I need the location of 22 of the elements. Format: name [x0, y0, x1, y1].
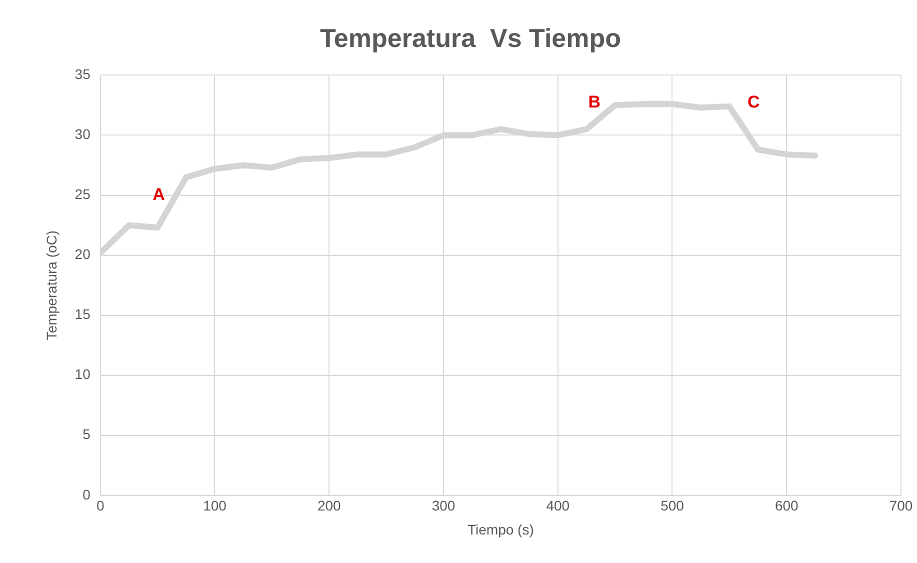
x-tick-label: 100 [203, 498, 227, 514]
y-tick-label: 5 [82, 426, 91, 442]
annotation: B [588, 92, 600, 112]
y-tick-label: 30 [74, 126, 91, 142]
chart-title: Temperatura Vs Tiempo [320, 22, 622, 53]
x-axis-title: Tiempo (s) [467, 521, 534, 538]
x-tick-label: 600 [774, 498, 799, 514]
annotation: A [152, 185, 165, 204]
x-tick-label: 500 [660, 498, 684, 514]
y-tick-label: 20 [74, 246, 91, 262]
x-tick-label: 300 [432, 498, 456, 514]
y-tick-label: 15 [74, 306, 91, 322]
x-tick-label: 0 [96, 498, 104, 514]
y-tick-label: 0 [82, 486, 91, 502]
y-tick-label: 35 [74, 66, 91, 82]
y-tick-label: 10 [74, 366, 91, 382]
annotation: C [748, 92, 760, 112]
x-tick-label: 400 [546, 498, 570, 514]
y-axis-title: Temperatura (oC) [43, 230, 60, 340]
y-tick-label: 25 [74, 186, 91, 202]
x-tick-label: 700 [889, 498, 913, 514]
x-tick-label: 200 [317, 498, 342, 514]
